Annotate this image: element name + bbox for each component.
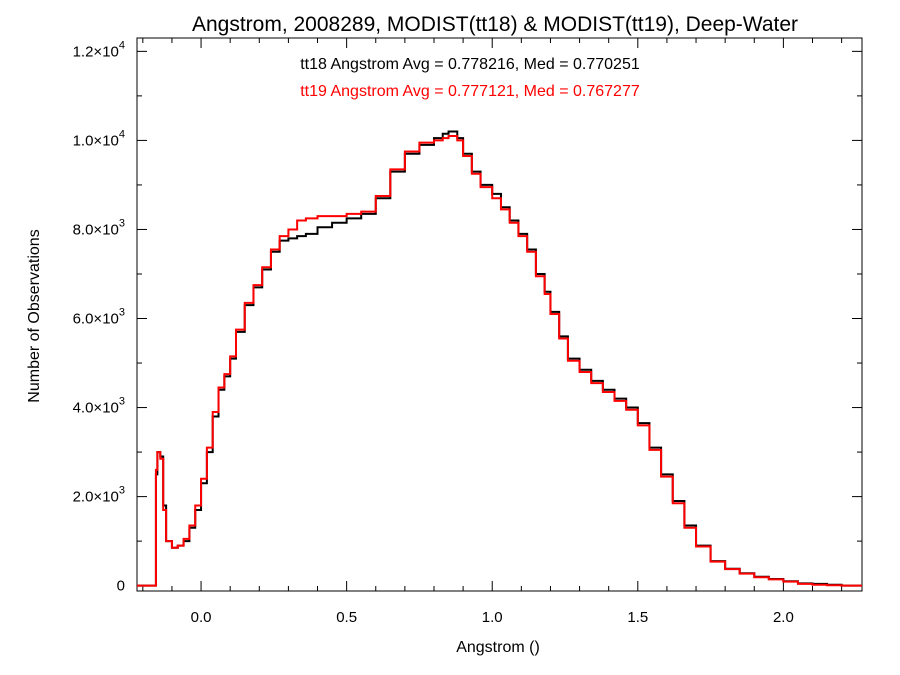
y-tick-label: 2.0×103 xyxy=(73,485,125,506)
annotation-tt18: tt18 Angstrom Avg = 0.778216, Med = 0.77… xyxy=(300,56,640,73)
histogram-series xyxy=(137,130,862,587)
y-tick-label: 1.0×104 xyxy=(73,128,125,149)
series-tt19-line xyxy=(137,134,862,587)
x-tick-label: 0.0 xyxy=(191,609,212,626)
plot-frame xyxy=(136,37,863,592)
x-tick-label: 1.0 xyxy=(482,609,503,626)
annotation-tt19: tt19 Angstrom Avg = 0.777121, Med = 0.76… xyxy=(300,83,640,100)
x-tick-label: 2.0 xyxy=(773,609,794,626)
chart-title: Angstrom, 2008289, MODIST(tt18) & MODIST… xyxy=(192,13,798,36)
y-axis-ticks: 0 2.0×103 4.0×103 6.0×103 8.0×103 1.0×104 1.2×… xyxy=(73,39,862,595)
x-tick-label: 1.5 xyxy=(627,609,648,626)
y-tick-label: 4.0×103 xyxy=(73,396,125,417)
y-tick-label: 0 xyxy=(117,578,125,595)
y-tick-label: 1.2×104 xyxy=(73,39,125,60)
series-tt18-line xyxy=(137,130,862,587)
y-axis-label: Number of Observations xyxy=(26,229,43,402)
y-tick-label: 6.0×103 xyxy=(73,307,125,328)
x-axis-label: Angstrom () xyxy=(456,639,540,656)
x-axis-ticks: 0.0 0.5 1.0 1.5 2.0 xyxy=(142,38,843,626)
x-tick-label: 0.5 xyxy=(336,609,357,626)
y-tick-label: 8.0×103 xyxy=(73,217,125,238)
